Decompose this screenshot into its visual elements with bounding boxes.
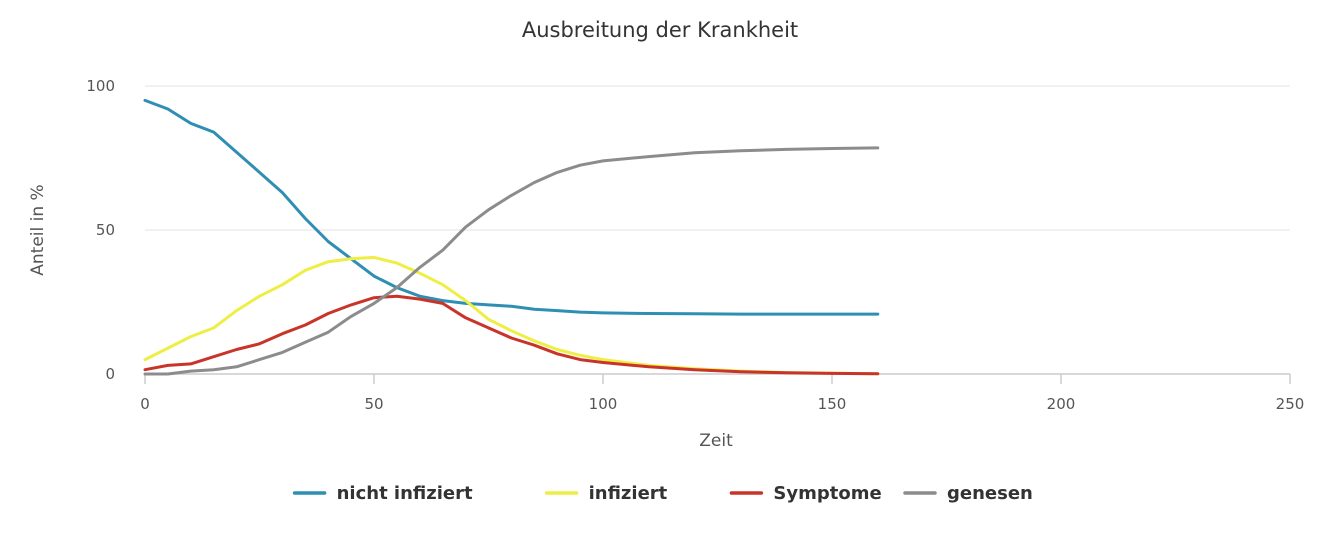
- x-tick-label: 0: [140, 395, 150, 413]
- legend-item[interactable]: genesen: [903, 483, 1033, 504]
- legend-item[interactable]: infiziert: [544, 483, 668, 504]
- legend: nicht infiziert infiziert Symptome genesen: [292, 483, 1033, 504]
- chart-title: Ausbreitung der Krankheit: [522, 18, 798, 42]
- x-tick-label: 250: [1276, 395, 1305, 413]
- grid: [145, 85, 1290, 231]
- y-axis-label: Anteil in %: [28, 184, 48, 275]
- legend-item[interactable]: Symptome: [729, 483, 882, 504]
- legend-label: infiziert: [589, 483, 668, 504]
- x-axis-label: Zeit: [699, 431, 733, 451]
- x-tick-label: 50: [364, 395, 383, 413]
- y-tick-label: 50: [96, 221, 115, 239]
- series-line-0: [143, 98, 880, 316]
- legend-label: Symptome: [773, 483, 881, 504]
- y-tick-label: 100: [86, 77, 115, 95]
- legend-item[interactable]: nicht infiziert: [292, 483, 473, 504]
- y-tick-label: 0: [105, 365, 115, 383]
- x-tick-label: 150: [818, 395, 847, 413]
- axes: 0 50 100 0 50 100 150 200 250: [86, 77, 1304, 413]
- series-lines: [143, 98, 880, 376]
- x-tick-label: 200: [1047, 395, 1076, 413]
- series-line-3: [143, 146, 880, 376]
- legend-label: genesen: [947, 483, 1033, 504]
- legend-label: nicht infiziert: [337, 483, 473, 504]
- x-tick-label: 100: [589, 395, 618, 413]
- series-line-2: [143, 294, 880, 376]
